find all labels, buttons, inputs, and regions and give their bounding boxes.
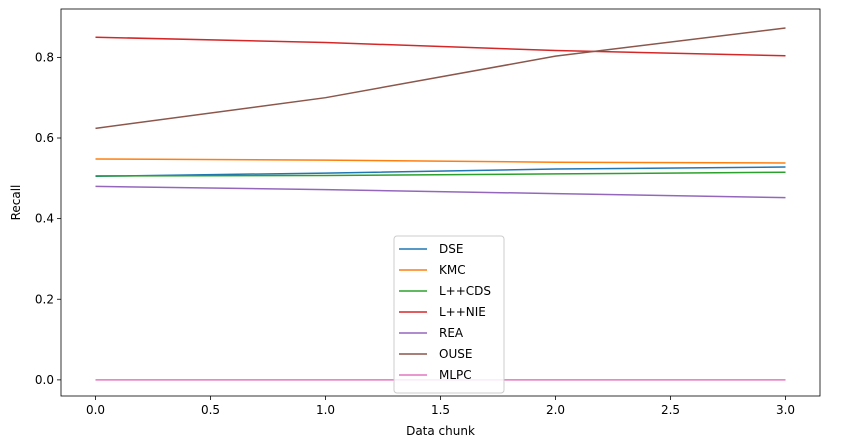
x-tick-label: 0.5 [201,403,220,417]
x-tick-label: 2.5 [661,403,680,417]
x-axis-label: Data chunk [406,424,475,438]
series-line-l-nie [95,36,786,57]
series-layer [95,27,786,381]
x-tick-label: 2.0 [546,403,565,417]
x-tick-label: 1.0 [316,403,335,417]
y-axis-label: Recall [9,185,23,221]
y-tick-label: 0.4 [35,212,54,226]
legend-entry-label: OUSE [439,347,472,361]
axes-layer: 0.0 0.5 1.0 1.5 2.0 2.5 3.0 0.0 0.2 0.4 0.6 0.8 [35,8,821,417]
legend-entry-label: L++CDS [439,284,491,298]
series-line-l-cds [95,171,786,177]
legend-entry-label: DSE [439,242,463,256]
series-line-rea [95,185,786,199]
y-tick-label: 0.0 [35,373,54,387]
legend-entry-label: REA [439,326,464,340]
x-tick-label: 1.5 [431,403,450,417]
x-tick-label: 3.0 [776,403,795,417]
x-tick-label: 0.0 [86,403,105,417]
legend: DSE KMC L++CDS L++NIE REA OUSE MLPC [393,235,505,394]
series-line-dse [95,166,786,178]
series-line-ouse [95,27,786,130]
legend-entry-label: L++NIE [439,305,486,319]
y-tick-label: 0.2 [35,292,54,306]
legend-entry-label: MLPC [439,368,472,382]
y-tick-label: 0.8 [35,50,54,64]
series-line-kmc [95,158,786,164]
y-tick-label: 0.6 [35,131,54,145]
legend-entry-label: KMC [439,263,466,277]
